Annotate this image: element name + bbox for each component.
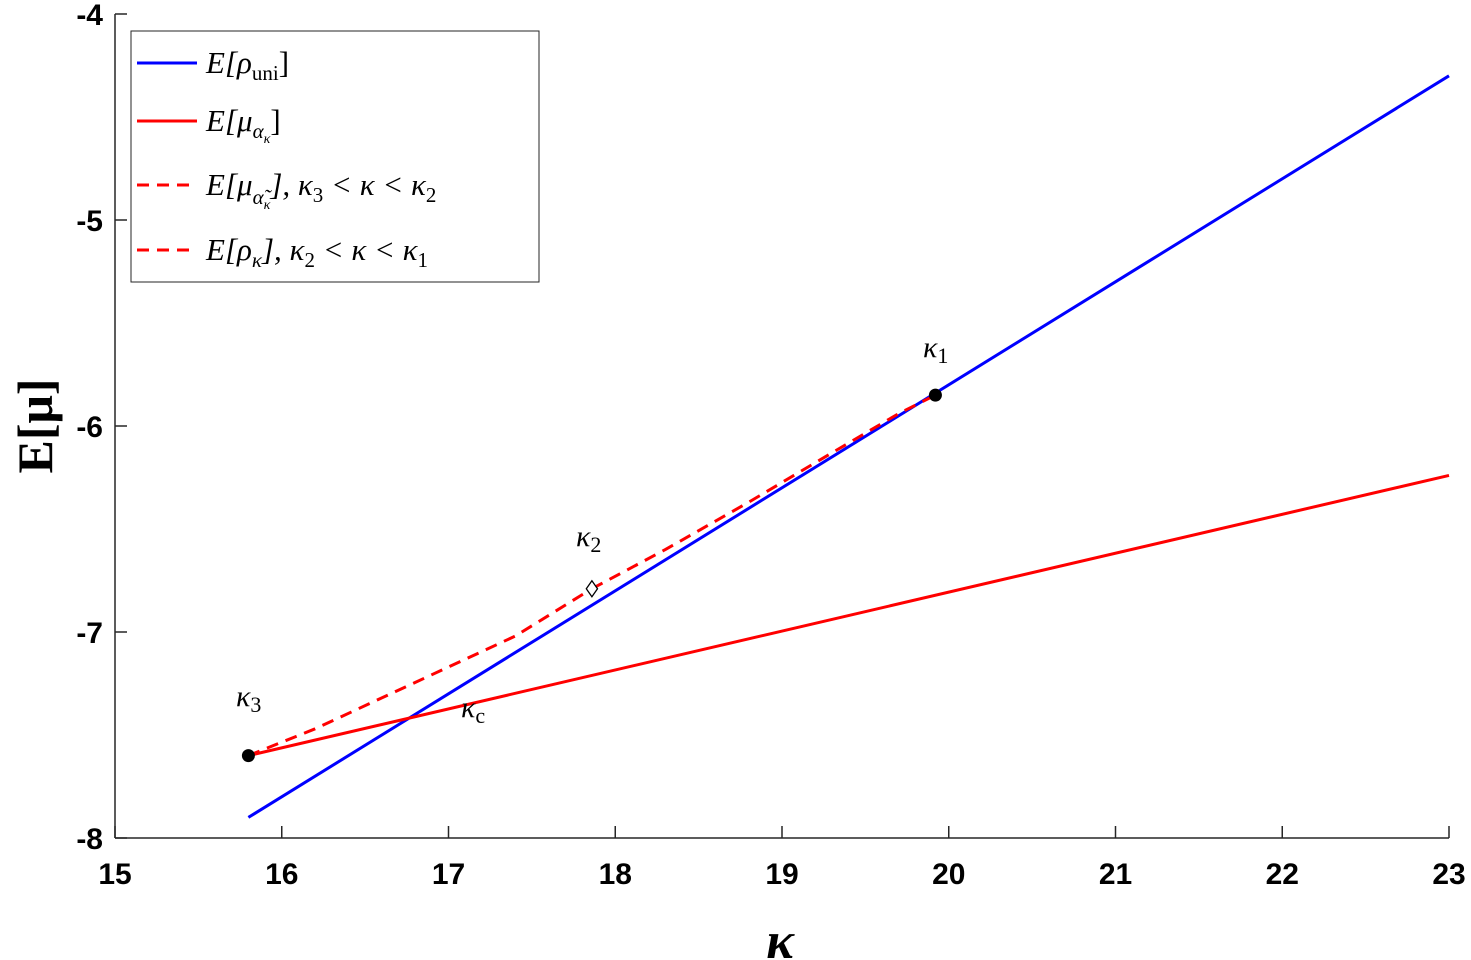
marker-κ2 bbox=[585, 579, 599, 598]
legend-entry-e-rho-uni: E[ρuni] bbox=[137, 45, 289, 85]
annotation-kappa-1: κ1 bbox=[923, 331, 948, 368]
series-line-0 bbox=[247, 74, 1450, 819]
series-line-3 bbox=[591, 393, 937, 591]
x-tick-label: 21 bbox=[1099, 858, 1132, 891]
x-tick-label: 16 bbox=[265, 858, 298, 891]
marker-layer bbox=[241, 388, 942, 763]
legend-label: E[μακ] bbox=[205, 103, 281, 147]
y-tick-label: -7 bbox=[76, 617, 103, 650]
x-tick-label: 17 bbox=[432, 858, 465, 891]
marker-κ3 bbox=[241, 749, 255, 763]
y-tick-label: -8 bbox=[76, 823, 103, 856]
annotation-kappa-c: κc bbox=[461, 691, 485, 728]
x-tick-label: 22 bbox=[1266, 858, 1299, 891]
annotation-kappa-3: κ3 bbox=[236, 680, 261, 717]
series-layer bbox=[247, 74, 1450, 819]
y-tick-label: -5 bbox=[76, 205, 103, 238]
marker-κ1 bbox=[928, 388, 942, 402]
legend-box bbox=[130, 30, 540, 283]
series-line-1 bbox=[248, 473, 1450, 758]
annotation-kappa-2: κ2 bbox=[576, 520, 601, 557]
x-tick-label: 18 bbox=[599, 858, 632, 891]
legend-label: E[ρuni] bbox=[205, 45, 289, 85]
legend: E[ρuni] E[μακ] E[μα̃κ], κ3 < κ < κ2 E[ρκ… bbox=[130, 30, 540, 283]
legend-entry-e-mu-alpha-tilde: E[μα̃κ], κ3 < κ < κ2 bbox=[137, 167, 436, 213]
y-axis-title: E[μ] bbox=[7, 379, 63, 474]
y-tick-label: -6 bbox=[76, 411, 103, 444]
x-axis-title: κ bbox=[766, 913, 795, 960]
legend-entry-e-rho-kappa: E[ρκ], κ2 < κ < κ1 bbox=[137, 232, 428, 272]
x-tick-label: 23 bbox=[1432, 858, 1465, 891]
legend-label: E[ρκ], κ2 < κ < κ1 bbox=[205, 232, 428, 272]
x-tick-label: 19 bbox=[765, 858, 798, 891]
x-tick-label: 15 bbox=[98, 858, 131, 891]
series-line-2 bbox=[247, 587, 593, 757]
legend-label: E[μα̃κ], κ3 < κ < κ2 bbox=[205, 167, 436, 213]
y-tick-label: -4 bbox=[76, 0, 103, 32]
x-tick-label: 20 bbox=[932, 858, 965, 891]
legend-entry-e-mu-alpha: E[μακ] bbox=[137, 103, 281, 147]
axis-ticks: 15 16 17 18 19 20 21 22 23 -8 -7 -6 -5 -4 bbox=[76, 0, 1465, 891]
